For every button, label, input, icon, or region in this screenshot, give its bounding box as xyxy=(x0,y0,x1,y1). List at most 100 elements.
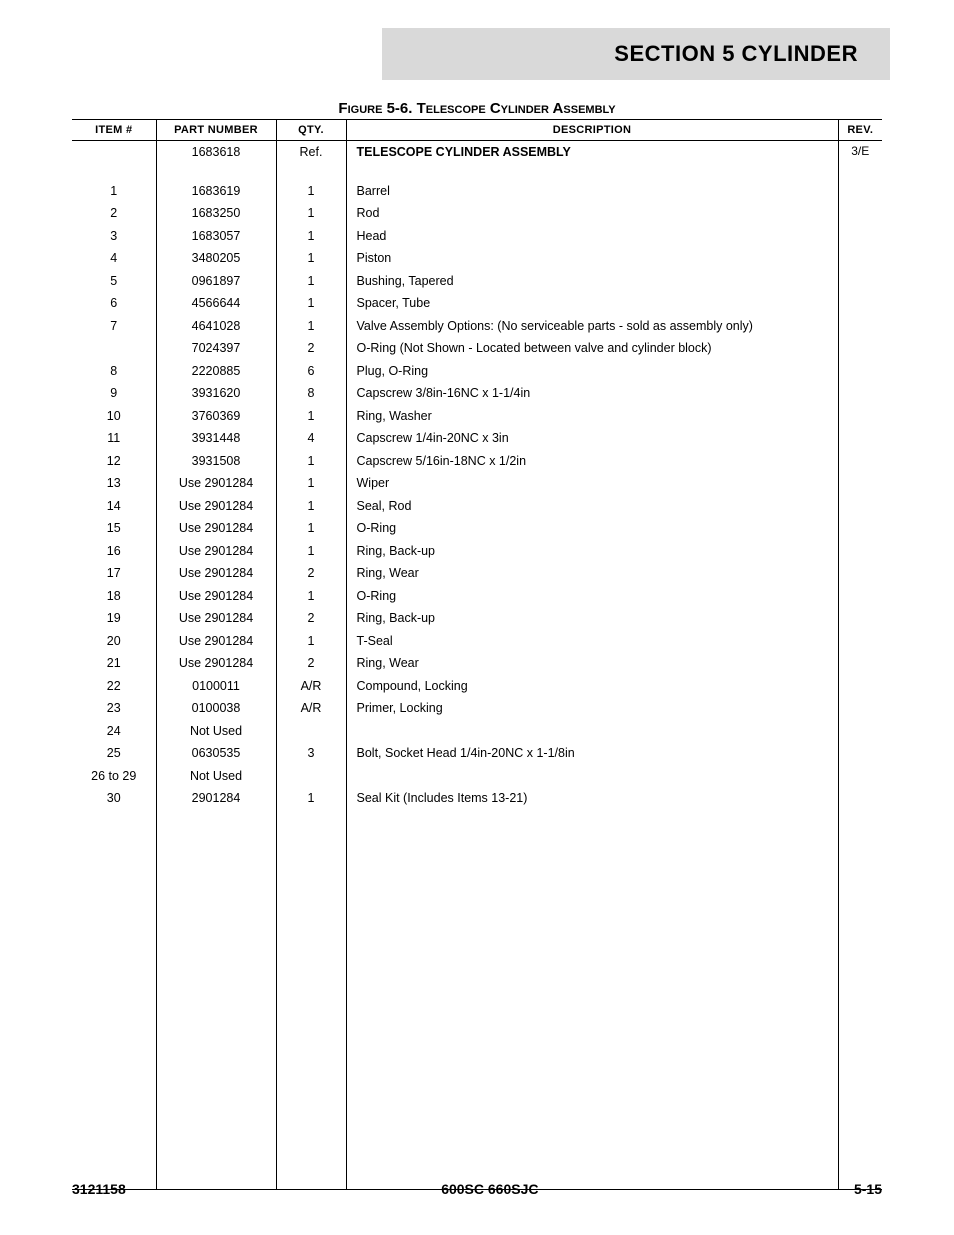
cell-desc: Bolt, Socket Head 1/4in-20NC x 1-1/8in xyxy=(346,742,838,765)
cell-qty: 1 xyxy=(276,269,346,292)
cell-item: 20 xyxy=(72,629,156,652)
parts-table-head: ITEM # PART NUMBER QTY. DESCRIPTION REV. xyxy=(72,120,882,141)
cell-qty: 1 xyxy=(276,404,346,427)
cell-desc: TELESCOPE CYLINDER ASSEMBLY xyxy=(346,141,838,180)
cell-item: 25 xyxy=(72,742,156,765)
cell-rev: 3/E xyxy=(838,141,882,180)
cell-item: 6 xyxy=(72,292,156,315)
cell-item: 4 xyxy=(72,247,156,270)
cell-rev xyxy=(838,292,882,315)
cell-part: 3931508 xyxy=(156,449,276,472)
cell-desc: Capscrew 3/8in-16NC x 1-1/4in xyxy=(346,382,838,405)
cell-desc: Ring, Wear xyxy=(346,652,838,675)
cell-rev xyxy=(838,449,882,472)
cell-item: 12 xyxy=(72,449,156,472)
cell-item: 14 xyxy=(72,494,156,517)
cell-item: 22 xyxy=(72,674,156,697)
table-row: 216832501Rod xyxy=(72,202,882,225)
cell-rev xyxy=(838,404,882,427)
cell-qty: 1 xyxy=(276,472,346,495)
table-row: 16Use 29012841Ring, Back-up xyxy=(72,539,882,562)
cell-part: 1683618 xyxy=(156,141,276,180)
cell-qty: 1 xyxy=(276,314,346,337)
table-row: 1239315081Capscrew 5/16in-18NC x 1/2in xyxy=(72,449,882,472)
table-row: 434802051Piston xyxy=(72,247,882,270)
cell-rev xyxy=(838,494,882,517)
cell-item: 17 xyxy=(72,562,156,585)
cell-qty xyxy=(276,764,346,787)
table-row: 645666441Spacer, Tube xyxy=(72,292,882,315)
col-header-rev: REV. xyxy=(838,120,882,141)
col-header-part: PART NUMBER xyxy=(156,120,276,141)
cell-part: 4641028 xyxy=(156,314,276,337)
cell-rev xyxy=(838,584,882,607)
cell-rev xyxy=(838,472,882,495)
cell-item: 3 xyxy=(72,224,156,247)
cell-part: 4566644 xyxy=(156,292,276,315)
page: SECTION 5 CYLINDER Figure 5-6. Telescope… xyxy=(0,0,954,1235)
cell-rev xyxy=(838,719,882,742)
cell-rev xyxy=(838,652,882,675)
table-row: 230100038A/RPrimer, Locking xyxy=(72,697,882,720)
cell-qty: 1 xyxy=(276,584,346,607)
cell-desc: O-Ring xyxy=(346,517,838,540)
cell-item: 9 xyxy=(72,382,156,405)
cell-qty: 4 xyxy=(276,427,346,450)
cell-part: Use 2901284 xyxy=(156,539,276,562)
cell-rev xyxy=(838,539,882,562)
cell-item: 15 xyxy=(72,517,156,540)
cell-rev xyxy=(838,247,882,270)
table-row: 13Use 29012841Wiper xyxy=(72,472,882,495)
page-footer: 3121158 600SC 660SJC 5-15 xyxy=(72,1181,882,1197)
cell-part: 3931448 xyxy=(156,427,276,450)
cell-part: 2220885 xyxy=(156,359,276,382)
cell-qty: 1 xyxy=(276,224,346,247)
cell-rev xyxy=(838,359,882,382)
cell-desc: Seal, Rod xyxy=(346,494,838,517)
cell-desc xyxy=(346,719,838,742)
cell-desc: Seal Kit (Includes Items 13-21) xyxy=(346,787,838,810)
cell-rev xyxy=(838,787,882,810)
cell-part: 1683619 xyxy=(156,179,276,202)
cell-desc: O-Ring (Not Shown - Located between valv… xyxy=(346,337,838,360)
cell-part: 3480205 xyxy=(156,247,276,270)
cell-qty: 1 xyxy=(276,247,346,270)
cell-rev xyxy=(838,224,882,247)
cell-part: Not Used xyxy=(156,719,276,742)
cell-part: 7024397 xyxy=(156,337,276,360)
cell-part: Use 2901284 xyxy=(156,494,276,517)
table-row: 3029012841Seal Kit (Includes Items 13-21… xyxy=(72,787,882,810)
table-row: 17Use 29012842Ring, Wear xyxy=(72,562,882,585)
table-row: 2506305353Bolt, Socket Head 1/4in-20NC x… xyxy=(72,742,882,765)
table-row: 746410281Valve Assembly Options: (No ser… xyxy=(72,314,882,337)
filler-cell xyxy=(72,809,156,1189)
parts-table-body: 1683618 Ref. TELESCOPE CYLINDER ASSEMBLY… xyxy=(72,141,882,1190)
cell-part: Not Used xyxy=(156,764,276,787)
cell-qty: 1 xyxy=(276,539,346,562)
cell-rev xyxy=(838,629,882,652)
filler-cell xyxy=(346,809,838,1189)
table-row: 18Use 29012841O-Ring xyxy=(72,584,882,607)
figure-caption: Figure 5-6. Telescope Cylinder Assembly xyxy=(72,100,882,117)
cell-desc xyxy=(346,764,838,787)
cell-qty: A/R xyxy=(276,697,346,720)
cell-item: 7 xyxy=(72,314,156,337)
cell-desc: Barrel xyxy=(346,179,838,202)
cell-part: Use 2901284 xyxy=(156,607,276,630)
col-header-item: ITEM # xyxy=(72,120,156,141)
cell-qty: 1 xyxy=(276,494,346,517)
table-row: 21Use 29012842Ring, Wear xyxy=(72,652,882,675)
cell-desc: Capscrew 1/4in-20NC x 3in xyxy=(346,427,838,450)
cell-part: 1683250 xyxy=(156,202,276,225)
cell-qty: 1 xyxy=(276,517,346,540)
table-row: 14Use 29012841Seal, Rod xyxy=(72,494,882,517)
cell-rev xyxy=(838,674,882,697)
filler-cell xyxy=(838,809,882,1189)
cell-rev xyxy=(838,427,882,450)
cell-qty: 6 xyxy=(276,359,346,382)
cell-qty: 2 xyxy=(276,562,346,585)
table-row: 822208856Plug, O-Ring xyxy=(72,359,882,382)
cell-part: 1683057 xyxy=(156,224,276,247)
table-row: 19Use 29012842Ring, Back-up xyxy=(72,607,882,630)
cell-rev xyxy=(838,314,882,337)
